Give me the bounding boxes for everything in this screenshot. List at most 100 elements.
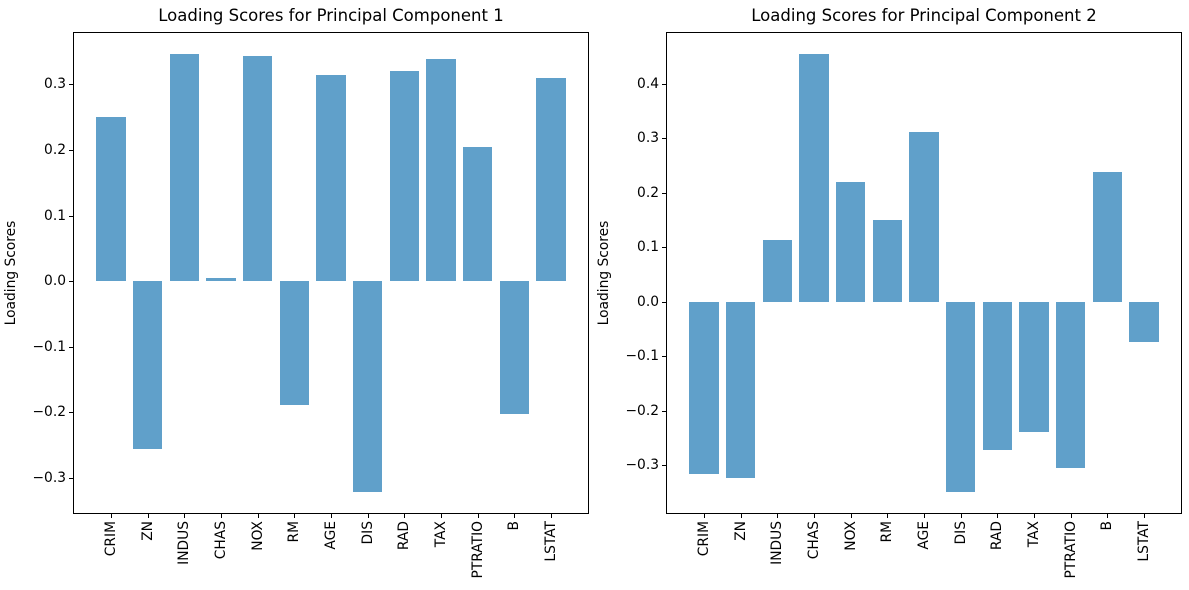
x-tick-label-TAX: TAX (1025, 521, 1042, 548)
bar-INDUS (762, 240, 793, 302)
x-tick-AGE (924, 514, 925, 518)
y-tick-0.2 (69, 149, 73, 151)
x-tick-ZN (740, 514, 742, 518)
bar-PTRATIO (462, 146, 493, 282)
bar-CRIM (689, 301, 719, 474)
x-tick-label-DIS: DIS (952, 521, 969, 545)
y-tick-label-0.1: 0.1 (44, 207, 66, 224)
x-tick-label-PTRATIO: PTRATIO (1062, 521, 1079, 579)
x-tick-B (514, 514, 516, 518)
x-tick-label-CHAS: CHAS (213, 521, 230, 560)
bar-DIS (945, 301, 976, 493)
x-tick-label-CHAS: CHAS (806, 521, 823, 560)
y-tick-label-0.0: 0.0 (44, 273, 66, 290)
y-tick-0.3 (662, 138, 666, 140)
y-tick-0.2 (662, 192, 666, 194)
y-tick-0.4 (662, 83, 666, 85)
x-tick-label-TAX: TAX (432, 521, 449, 548)
x-tick-DIS (960, 514, 962, 518)
x-tick-TAX (1033, 514, 1035, 518)
x-tick-INDUS (184, 514, 186, 518)
bar-AGE (316, 75, 346, 282)
x-tick-label-LSTAT: LSTAT (542, 521, 559, 562)
x-tick-RM (887, 514, 889, 518)
y-tick-label-−0.2: −0.2 (32, 404, 66, 421)
y-tick-label-0.1: 0.1 (637, 239, 659, 256)
x-tick-CRIM (704, 514, 706, 518)
y-tick-label-−0.1: −0.1 (32, 338, 66, 355)
bar-DIS (352, 281, 383, 493)
x-tick-label-RM: RM (286, 521, 303, 543)
x-tick-label-NOX: NOX (842, 521, 859, 551)
bar-ZN (726, 301, 756, 479)
pc1-y-axis-label: Loading Scores (3, 220, 19, 326)
x-tick-B (1107, 514, 1109, 518)
x-tick-CHAS (221, 514, 223, 518)
x-tick-label-B: B (1099, 521, 1116, 531)
x-tick-label-ZN: ZN (139, 521, 156, 541)
bar-PTRATIO (1055, 301, 1086, 469)
bar-CRIM (96, 116, 126, 282)
x-tick-label-AGE: AGE (916, 521, 932, 550)
pc2-chart-title: Loading Scores for Principal Component 2 (751, 6, 1097, 25)
y-tick-0.3 (69, 84, 73, 86)
x-tick-LSTAT (1143, 514, 1145, 518)
bar-B (499, 281, 529, 415)
x-tick-ZN (147, 514, 149, 518)
x-tick-label-RAD: RAD (989, 521, 1006, 551)
bar-NOX (836, 181, 866, 302)
x-tick-label-CRIM: CRIM (103, 521, 120, 557)
x-tick-RAD (997, 514, 999, 518)
y-tick-−0.2 (662, 410, 666, 412)
y-tick-label-0.4: 0.4 (637, 75, 659, 92)
x-tick-PTRATIO (477, 514, 479, 518)
y-tick-0.0 (662, 301, 666, 303)
bar-RM (872, 220, 902, 302)
x-tick-PTRATIO (1070, 514, 1072, 518)
bar-TAX (426, 59, 456, 282)
x-tick-label-DIS: DIS (359, 521, 376, 545)
y-tick-0.1 (662, 247, 666, 249)
y-tick-0.0 (69, 281, 73, 283)
x-tick-label-PTRATIO: PTRATIO (469, 521, 486, 579)
y-tick-label-−0.3: −0.3 (32, 469, 66, 486)
x-tick-label-INDUS: INDUS (769, 521, 786, 565)
x-tick-AGE (331, 514, 332, 518)
x-tick-label-ZN: ZN (732, 521, 749, 541)
x-tick-NOX (257, 514, 259, 518)
pc1-chart-title: Loading Scores for Principal Component 1 (158, 6, 504, 25)
x-tick-label-AGE: AGE (323, 521, 339, 550)
x-tick-label-CRIM: CRIM (696, 521, 713, 557)
x-tick-CRIM (111, 514, 113, 518)
bar-RM (279, 281, 309, 406)
bar-LSTAT (1129, 301, 1159, 343)
bar-TAX (1019, 301, 1049, 433)
x-tick-TAX (440, 514, 442, 518)
y-tick-−0.2 (69, 412, 73, 414)
y-tick-0.1 (69, 215, 73, 217)
x-tick-INDUS (777, 514, 779, 518)
bar-AGE (909, 131, 939, 302)
x-tick-RM (294, 514, 296, 518)
y-tick-label-−0.1: −0.1 (625, 348, 659, 365)
x-tick-label-INDUS: INDUS (176, 521, 193, 565)
y-tick-−0.1 (662, 356, 666, 358)
bar-B (1092, 171, 1122, 302)
y-tick-−0.3 (69, 477, 73, 479)
x-tick-RAD (404, 514, 406, 518)
bar-CHAS (206, 278, 236, 282)
bar-LSTAT (536, 78, 566, 282)
bar-INDUS (169, 53, 200, 282)
bar-RAD (389, 71, 419, 282)
bar-ZN (133, 281, 163, 450)
y-tick-label-−0.3: −0.3 (625, 457, 659, 474)
y-tick-label-0.3: 0.3 (44, 76, 66, 93)
x-tick-label-RM: RM (879, 521, 896, 543)
y-tick-−0.1 (69, 346, 73, 348)
bar-RAD (982, 301, 1012, 450)
x-tick-label-B: B (506, 521, 523, 531)
x-tick-DIS (367, 514, 369, 518)
bar-NOX (243, 56, 273, 282)
